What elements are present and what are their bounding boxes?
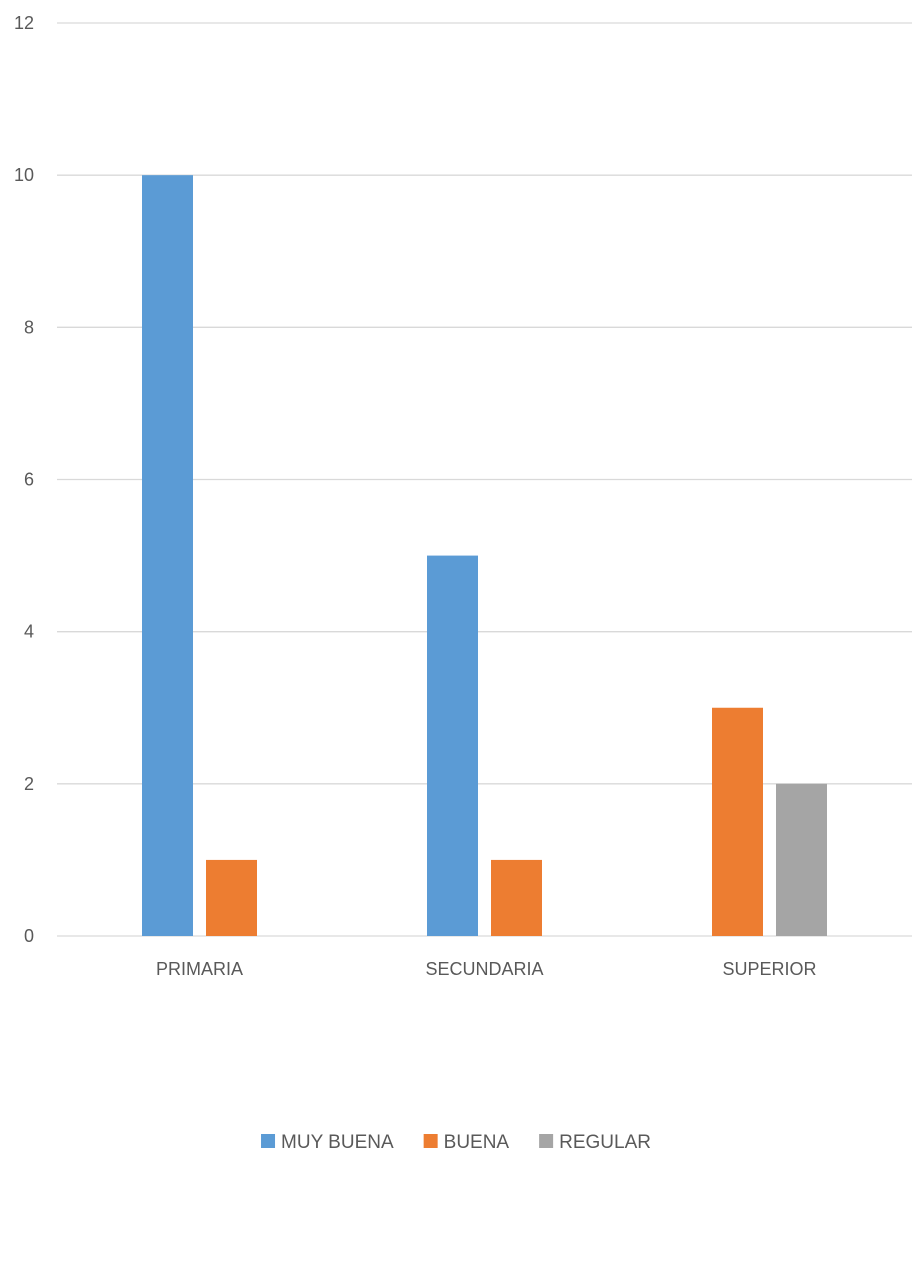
bar-buena-secundaria	[491, 859, 542, 936]
legend-label: MUY BUENA	[281, 1132, 394, 1153]
gridlines	[57, 22, 912, 937]
bars	[142, 175, 827, 936]
y-tick-label: 12	[14, 13, 34, 33]
legend-swatch	[261, 1134, 276, 1148]
bar-muy-buena-primaria	[142, 175, 193, 936]
x-axis-categories: PRIMARIA SECUNDARIA SUPERIOR	[156, 959, 817, 979]
x-category-label: SECUNDARIA	[425, 959, 543, 979]
bar-buena-superior	[712, 707, 763, 936]
y-tick-label: 8	[24, 317, 34, 337]
y-tick-label: 10	[14, 165, 34, 185]
y-axis-ticks: 0 2 4 6 8 10 12	[14, 13, 34, 946]
x-category-label: SUPERIOR	[722, 959, 816, 979]
legend-item-regular: REGULAR	[539, 1132, 651, 1153]
bar-buena-primaria	[206, 859, 257, 936]
legend-item-buena: BUENA	[423, 1132, 510, 1153]
x-category-label: PRIMARIA	[156, 959, 243, 979]
y-tick-label: 0	[24, 926, 34, 946]
legend-swatch	[539, 1134, 554, 1148]
y-tick-label: 4	[24, 622, 34, 642]
bar-regular-superior	[776, 783, 827, 936]
y-tick-label: 2	[24, 774, 34, 794]
legend-item-muy-buena: MUY BUENA	[261, 1132, 394, 1153]
legend-swatch	[423, 1134, 438, 1148]
legend-label: REGULAR	[559, 1132, 651, 1153]
y-tick-label: 6	[24, 470, 34, 490]
legend-label: BUENA	[444, 1132, 510, 1153]
legend: MUY BUENA BUENA REGULAR	[261, 1132, 651, 1153]
bar-muy-buena-secundaria	[427, 555, 478, 936]
